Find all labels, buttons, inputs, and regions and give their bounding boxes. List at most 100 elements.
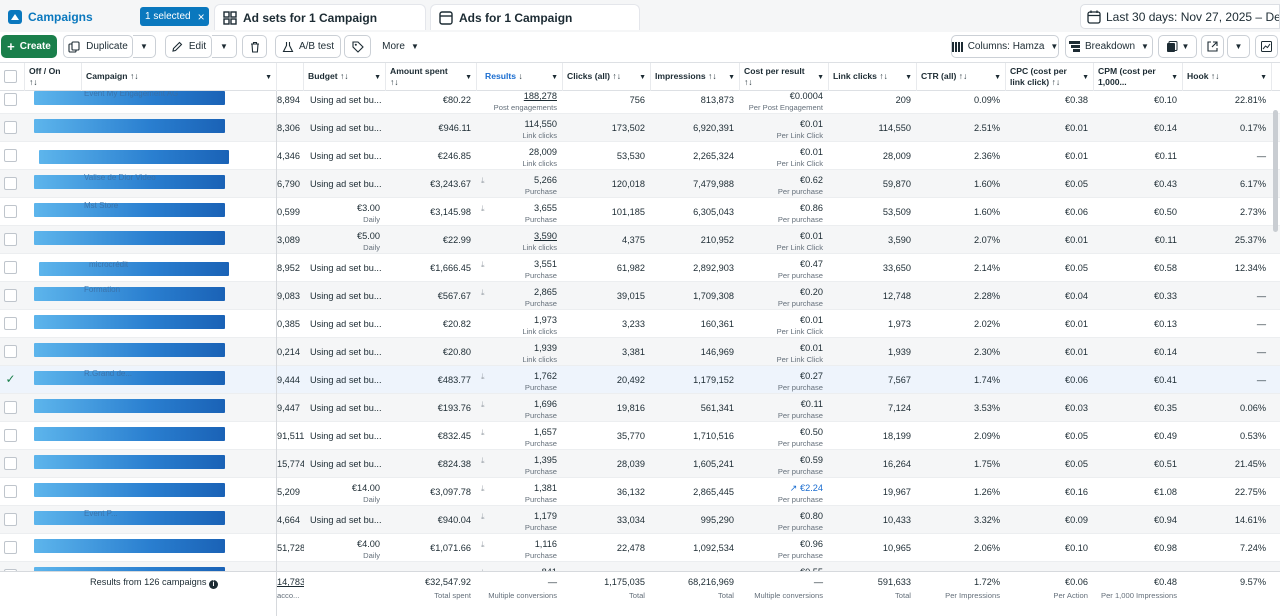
cell-cost-per-result[interactable]: €0.55 [740,562,829,571]
campaign-name-redacted[interactable] [34,119,225,133]
cell-cost-per-result[interactable]: €0.27 Per purchase [740,366,829,394]
col-campaign[interactable]: Campaign ↑↓ ▼ [82,63,277,91]
delete-button[interactable] [242,35,267,58]
cell-cost-per-result[interactable]: €0.0004 Per Post Engagement [740,91,829,114]
selected-badge[interactable]: 1 selected × [140,7,209,26]
campaign-name-redacted[interactable] [34,343,225,357]
cell-results[interactable]: 1,696 Purchase ⤓ [477,394,563,422]
cell-results[interactable]: 1,762 Purchase ⤓ [477,366,563,394]
breakdown-button[interactable]: Breakdown ▼ [1065,35,1153,58]
download-icon[interactable]: ⤓ [481,484,485,493]
frozen-row[interactable] [0,142,276,170]
row-checkbox[interactable] [4,93,17,106]
sort-icon[interactable]: ↑↓ [129,71,139,81]
sort-icon[interactable]: ↑↓ [29,77,38,87]
frozen-row[interactable]: Event My Engagement AG [0,91,276,114]
table-row[interactable]: 0,599 €3.00 Daily €3,145.98 3,655 Purchase ⤓ 10… [0,198,1280,226]
col-cpc[interactable]: CPC (cost per link click) ↑↓ ▼ [1006,63,1094,91]
download-icon[interactable]: ⤓ [481,428,485,437]
cell-results[interactable]: 1,381 Purchase ⤓ [477,478,563,506]
frozen-row[interactable] [0,338,276,366]
row-checkbox[interactable] [4,289,17,302]
chevron-down-icon[interactable]: ▼ [994,74,1001,81]
row-checkbox-checked[interactable]: ✓ [5,372,16,386]
cell-cost-per-result[interactable]: €0.50 Per purchase [740,422,829,450]
campaign-name-redacted[interactable] [34,399,225,413]
chevron-down-icon[interactable]: ▼ [374,74,381,81]
table-row[interactable]: 51,728 €4.00 Daily €1,071.66 1,116 Purchase ⤓ 2… [0,534,1280,562]
campaign-name-redacted[interactable]: Event My Engagement AG [34,91,225,105]
campaign-name-redacted[interactable] [34,231,225,245]
cell-cost-per-result[interactable]: €0.20 Per purchase [740,282,829,310]
table-row[interactable]: 8,952 Using ad set bu... €1,666.45 3,551 Pur… [0,254,1280,282]
row-checkbox[interactable] [4,541,17,554]
cell-results[interactable]: 3,551 Purchase ⤓ [477,254,563,282]
frozen-row[interactable]: Mst Store [0,198,276,226]
create-button[interactable]: + Create [1,35,57,58]
download-icon[interactable]: ⤓ [481,260,485,269]
frozen-row[interactable] [0,310,276,338]
cell-cost-per-result[interactable]: €0.80 Per purchase [740,506,829,534]
row-checkbox[interactable] [4,485,17,498]
reports-button[interactable]: ▼ [1158,35,1197,58]
col-results[interactable]: Results ↓ ▼ [477,63,563,91]
cell-results[interactable]: 188,278 Post engagements [477,91,563,114]
chevron-down-icon[interactable]: ▼ [465,74,472,81]
cell-cost-per-result-text[interactable]: €2.24 [800,483,823,493]
cell-results[interactable]: 1,939 Link clicks [477,338,563,366]
chevron-down-icon[interactable]: ▼ [905,74,912,81]
table-row[interactable]: 8,894 Using ad set bu... €80.22 188,278 Post… [0,91,1280,114]
campaign-name-redacted[interactable]: Event P... [34,509,225,525]
col-cost-per-result[interactable]: Cost per result ↑↓ ▼ [740,63,829,91]
cell-cost-per-result[interactable]: €0.01 Per Link Click [740,114,829,142]
cell-cost-per-result[interactable]: €0.59 Per purchase [740,450,829,478]
chevron-down-icon[interactable]: ▼ [639,74,646,81]
sort-icon[interactable]: ↑↓ [1051,77,1061,87]
table-row[interactable]: 5,209 €14.00 Daily €3,097.78 1,381 Purchase ⤓ 3… [0,478,1280,506]
sort-icon[interactable]: ↑↓ [1210,71,1220,81]
row-checkbox[interactable] [4,205,17,218]
row-checkbox[interactable] [4,457,17,470]
table-row[interactable]: 0,385 Using ad set bu... €20.82 1,973 Link c… [0,310,1280,338]
frozen-row[interactable]: ✓ R.Grand de... [0,366,276,394]
frozen-row[interactable]: Formation [0,282,276,310]
columns-button[interactable]: Columns: Hamza ▼ [951,35,1059,58]
frozen-row[interactable] [0,422,276,450]
more-button[interactable]: More ▼ [377,35,424,58]
chevron-down-icon[interactable]: ▼ [1260,74,1267,81]
edit-button[interactable]: Edit [165,35,212,58]
cell-cost-per-result[interactable]: €0.62 Per purchase [740,170,829,198]
frozen-row[interactable]: microcrédit [0,254,276,282]
tab-ads[interactable]: Ads for 1 Campaign [430,4,640,30]
row-checkbox[interactable] [4,401,17,414]
info-icon[interactable]: i [209,580,218,589]
sort-icon[interactable]: ↑↓ [879,71,888,81]
sort-icon[interactable]: ↑↓ [340,71,349,81]
sort-icon[interactable]: ↑↓ [744,77,753,87]
campaign-name-redacted[interactable] [34,427,225,441]
table-row[interactable]: 91,511 Using ad set bu... €832.45 1,657 Purc… [0,422,1280,450]
col-hook[interactable]: Hook ↑↓ ▼ [1183,63,1272,91]
download-icon[interactable]: ⤓ [481,456,485,465]
cell-cost-per-result[interactable]: €0.96 Per purchase [740,534,829,562]
frozen-row[interactable] [0,226,276,254]
cell-results[interactable]: 28,009 Link clicks [477,142,563,170]
cell-cost-per-result[interactable]: €0.01 Per Link Click [740,338,829,366]
col-ctr[interactable]: CTR (all) ↑↓ ▼ [917,63,1006,91]
cell-results[interactable]: 1,179 Purchase ⤓ [477,506,563,534]
chevron-down-icon[interactable]: ▼ [551,74,558,81]
sort-icon[interactable]: ↑↓ [958,71,968,81]
charts-button[interactable] [1255,35,1278,58]
col-cpm[interactable]: CPM (cost per 1,000... ▼ [1094,63,1183,91]
chevron-down-icon[interactable]: ▼ [817,74,824,81]
campaign-name-redacted[interactable] [34,455,225,469]
tab-campaigns[interactable]: Campaigns [8,4,93,30]
export-dropdown[interactable]: ▼ [1227,35,1250,58]
frozen-row[interactable] [0,450,276,478]
cell-cost-per-result[interactable]: €0.01 Per Link Click [740,310,829,338]
chevron-down-icon[interactable]: ▼ [1082,74,1089,81]
edit-dropdown[interactable]: ▼ [212,35,237,58]
download-icon[interactable]: ⤓ [481,372,485,381]
cell-cost-per-result[interactable]: €0.86 Per purchase [740,198,829,226]
tag-button[interactable] [344,35,371,58]
